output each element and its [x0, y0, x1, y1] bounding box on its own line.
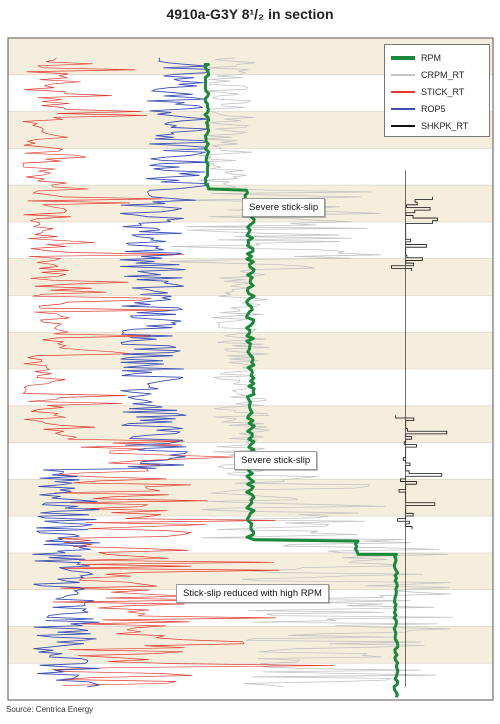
legend-swatch-crpm [391, 73, 415, 76]
series-shkpk-rt-burst [391, 196, 438, 272]
series-shkpk-rt-burst [395, 415, 448, 530]
legend: RPM CRPM_RT STICK_RT ROP5 SHKPK_RT [384, 44, 490, 137]
depth-band [8, 148, 493, 186]
depth-band [8, 552, 493, 590]
legend-label-shkpk: SHKPK_RT [421, 120, 469, 131]
legend-label-rpm: RPM [421, 52, 441, 63]
legend-item-rpm: RPM [385, 49, 489, 66]
legend-label-stick: STICK_RT [421, 86, 465, 97]
series-stick-rt-line [22, 57, 335, 686]
annotation-severe-stick-slip-2: Severe stick-slip [234, 451, 318, 470]
legend-label-crpm: CRPM_RT [421, 69, 465, 80]
legend-swatch-stick [391, 90, 415, 93]
annotation-severe-stick-slip-1: Severe stick-slip [242, 198, 326, 217]
legend-swatch-shkpk [391, 124, 415, 127]
source-note: Source: Centrica Energy [6, 705, 94, 714]
legend-item-crpm: CRPM_RT [385, 66, 489, 83]
legend-swatch-rpm [391, 55, 415, 60]
annotation-stick-slip-reduced: Stick-slip reduced with high RPM [176, 584, 329, 603]
legend-swatch-rop5 [391, 107, 415, 110]
chart-title: 4910a-G3Y 8¹/₂ in section [166, 6, 334, 22]
legend-item-rop5: ROP5 [385, 100, 489, 117]
legend-item-stick: STICK_RT [385, 83, 489, 100]
legend-item-shkpk: SHKPK_RT [385, 117, 489, 134]
legend-label-rop5: ROP5 [421, 103, 446, 114]
series-rpm-line [203, 62, 400, 698]
plot-frame [7, 37, 494, 701]
series-rop5-line [32, 57, 211, 688]
depth-band [8, 626, 493, 664]
